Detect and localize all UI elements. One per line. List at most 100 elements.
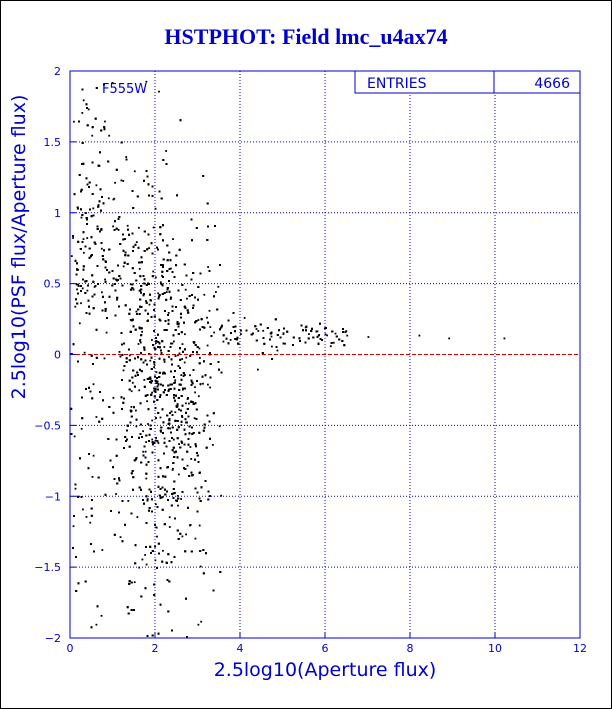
data-point (156, 377, 158, 379)
data-point (180, 312, 182, 315)
data-point (111, 270, 114, 272)
data-point (167, 322, 170, 325)
data-point (172, 334, 175, 337)
data-point (196, 510, 199, 513)
data-point (196, 452, 198, 454)
data-point (73, 120, 75, 123)
data-point (102, 295, 104, 298)
data-point (171, 469, 174, 471)
data-point (86, 218, 88, 221)
data-point (207, 321, 209, 324)
data-point (141, 261, 143, 264)
data-point (124, 304, 127, 307)
data-point (113, 478, 116, 480)
data-point (153, 363, 156, 366)
data-point (202, 175, 205, 177)
data-point (180, 409, 182, 412)
data-point (137, 246, 140, 249)
data-point (118, 275, 121, 277)
stats-box: ENTRIES 4666 (354, 70, 581, 94)
data-point (206, 202, 209, 205)
data-point (148, 488, 151, 491)
data-point (157, 346, 159, 348)
data-point (159, 281, 162, 284)
data-point (198, 497, 201, 500)
data-point (70, 353, 73, 355)
data-point (108, 295, 111, 298)
data-point (130, 319, 133, 322)
data-point (148, 353, 151, 355)
data-point (157, 442, 160, 444)
data-point (209, 363, 212, 365)
data-point (166, 244, 169, 247)
data-point (113, 197, 116, 200)
data-point (191, 401, 194, 403)
data-point (191, 426, 193, 429)
data-point (307, 337, 310, 340)
data-point (145, 301, 148, 304)
data-point (93, 241, 96, 244)
data-point (78, 120, 80, 123)
data-point (175, 306, 177, 308)
data-point (118, 479, 121, 482)
data-point (96, 265, 99, 267)
data-point (143, 230, 146, 233)
data-point (155, 503, 157, 506)
data-point (74, 483, 77, 486)
data-point (84, 580, 87, 583)
data-point (72, 237, 74, 239)
data-point (180, 395, 183, 397)
data-point (138, 486, 141, 489)
data-point (188, 295, 191, 297)
data-point (129, 421, 132, 424)
data-point (83, 351, 86, 354)
data-point (319, 338, 322, 340)
data-point (194, 458, 196, 461)
data-point (232, 326, 235, 328)
data-point (345, 330, 348, 332)
data-point (177, 333, 180, 335)
data-point (167, 499, 169, 501)
data-point (305, 325, 308, 328)
data-point (187, 443, 190, 446)
data-point (140, 358, 143, 361)
data-point (151, 634, 154, 637)
data-point (115, 454, 118, 457)
data-point (140, 488, 142, 491)
data-point (82, 238, 85, 240)
data-point (138, 289, 141, 292)
data-point (167, 319, 170, 322)
data-point (304, 341, 307, 344)
data-point (194, 443, 197, 446)
y-tick-label: 0.5 (44, 278, 62, 291)
data-point (163, 346, 166, 348)
x-tick-label: 4 (237, 642, 244, 655)
data-point (159, 319, 162, 322)
data-point (81, 417, 84, 420)
data-point (81, 396, 83, 399)
data-point (170, 296, 172, 299)
data-point (99, 230, 101, 233)
data-point (170, 358, 173, 361)
data-point (80, 208, 82, 211)
data-point (205, 552, 207, 555)
data-point (135, 409, 137, 412)
data-point (143, 282, 146, 285)
data-point (161, 408, 164, 411)
data-point (204, 374, 207, 377)
data-point (148, 507, 151, 509)
data-point (81, 163, 83, 165)
data-point (101, 309, 104, 312)
data-point (151, 550, 154, 552)
data-point (85, 516, 88, 518)
data-point (146, 248, 149, 251)
data-point (262, 337, 265, 339)
data-point (75, 283, 78, 286)
data-point (168, 388, 170, 391)
data-point (125, 357, 128, 360)
data-point (174, 411, 177, 414)
data-point (207, 225, 209, 228)
data-point (191, 294, 193, 296)
data-point (105, 261, 107, 263)
data-point (150, 552, 152, 554)
